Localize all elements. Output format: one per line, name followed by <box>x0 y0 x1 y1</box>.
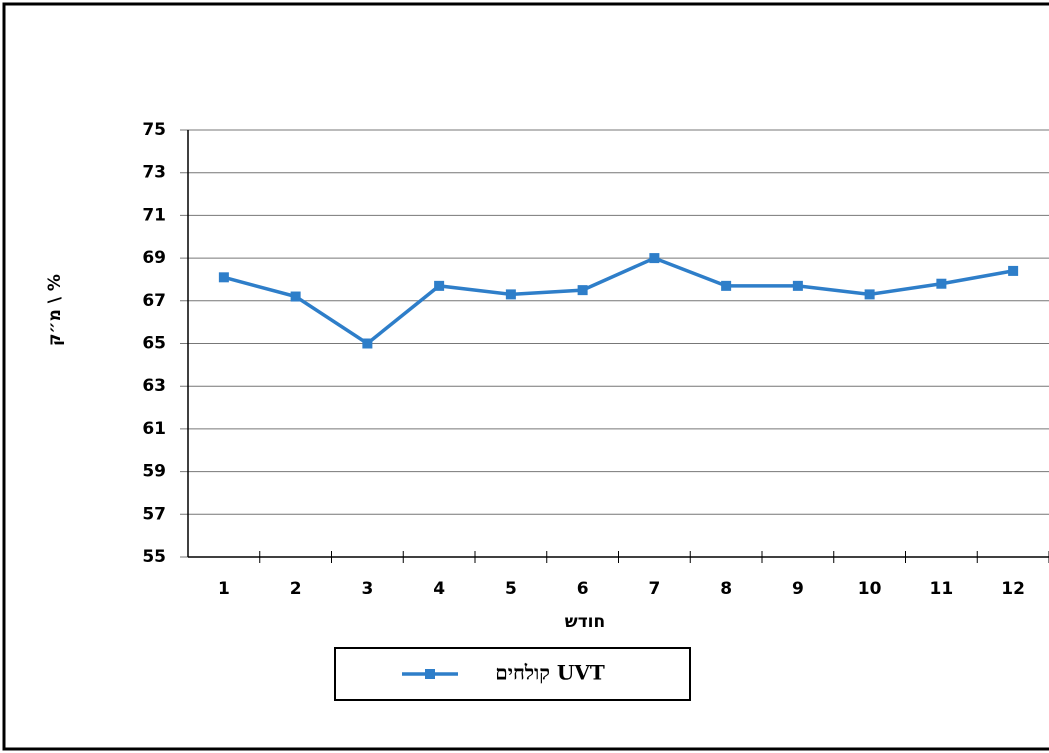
y-tick-label: 71 <box>142 205 166 225</box>
x-tick-label: 6 <box>577 579 589 599</box>
y-tick-label: 65 <box>142 334 166 354</box>
legend-marker <box>425 669 435 679</box>
x-tick-label: 1 <box>218 579 230 599</box>
y-tick-label: 57 <box>142 504 166 524</box>
x-tick-label: 5 <box>505 579 517 599</box>
x-tick-label: 3 <box>361 579 373 599</box>
x-tick-label: 2 <box>290 579 302 599</box>
legend-box <box>334 647 691 701</box>
y-tick-label: 67 <box>142 291 166 311</box>
point-marker <box>362 338 373 349</box>
point-marker <box>792 280 803 291</box>
point-marker <box>218 272 229 283</box>
y-tick-label: 55 <box>142 547 166 567</box>
point-marker <box>1008 265 1019 276</box>
x-tick-label: 11 <box>930 579 954 599</box>
point-marker <box>864 289 875 300</box>
y-tick-label: 69 <box>142 248 166 268</box>
point-marker <box>936 278 947 289</box>
x-tick-label: 12 <box>1001 579 1025 599</box>
y-tick-label: 63 <box>142 376 166 396</box>
y-axis-label: מ״ק \ % <box>45 274 65 346</box>
point-marker <box>290 291 301 302</box>
x-tick-label: 9 <box>792 579 804 599</box>
y-tick-label: 75 <box>142 120 166 140</box>
point-marker <box>505 289 516 300</box>
point-marker <box>577 285 588 296</box>
series-line <box>223 256 1014 346</box>
x-axis-label: חודש <box>565 612 605 632</box>
y-tick-label: 61 <box>142 419 166 439</box>
legend-label: קולחים UVT <box>495 661 605 685</box>
point-marker <box>434 280 445 291</box>
x-tick-label: 8 <box>720 579 732 599</box>
x-tick-label: 7 <box>648 579 660 599</box>
point-marker <box>649 253 660 264</box>
x-tick-label: 10 <box>858 579 882 599</box>
y-tick-label: 59 <box>142 462 166 482</box>
x-tick-label: 4 <box>433 579 445 599</box>
y-tick-label: 73 <box>142 163 166 183</box>
point-marker <box>721 280 732 291</box>
